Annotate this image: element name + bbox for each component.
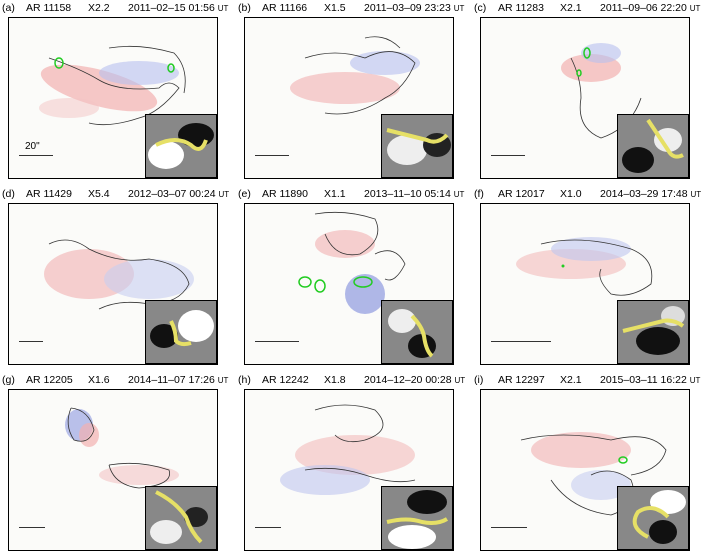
field-map xyxy=(480,17,690,179)
inset-magnetogram xyxy=(381,300,453,364)
panel-header: (f) AR 12017 X1.0 2014–03–29 17:48 UT xyxy=(472,186,701,202)
field-map xyxy=(480,389,690,551)
panel-header: (c) AR 11283 X2.1 2011–09–06 22:20 UT xyxy=(472,0,700,16)
active-region: AR 12297 xyxy=(498,374,545,386)
active-region: AR 11166 xyxy=(262,2,308,14)
flare-time: 2014–12–20 00:28 UT xyxy=(364,374,466,386)
flare-class: X1.6 xyxy=(88,374,110,386)
field-map xyxy=(480,203,690,365)
active-region: AR 11283 xyxy=(498,2,544,14)
flare-time: 2012–03–07 00:24 UT xyxy=(128,188,230,200)
scale-bar xyxy=(19,340,43,342)
panel-header: (d) AR 11429 X5.4 2012–03–07 00:24 UT xyxy=(0,186,229,202)
active-region: AR 11429 xyxy=(26,188,72,200)
panel-e: (e) AR 11890 X1.1 2013–11–10 05:14 UT xyxy=(236,186,464,366)
panel-i: (i) AR 12297 X2.1 2015–03–11 16:22 UT xyxy=(472,372,700,552)
flare-class: X2.1 xyxy=(560,2,582,14)
flare-time: 2011–03–09 23:23 UT xyxy=(364,2,465,14)
panel-header: (h) AR 12242 X1.8 2014–12–20 00:28 UT xyxy=(236,372,465,388)
panel-label: (g) xyxy=(2,374,15,386)
panel-label: (c) xyxy=(474,2,487,14)
field-map-image xyxy=(561,43,642,139)
flare-class: X1.5 xyxy=(324,2,346,14)
active-region: AR 11158 xyxy=(26,2,72,14)
scale-bar xyxy=(255,526,281,528)
scale-bar xyxy=(491,526,527,528)
flare-time: 2011–02–15 01:56 UT xyxy=(128,2,229,14)
panel-header: (i) AR 12297 X2.1 2015–03–11 16:22 UT xyxy=(472,372,700,388)
panel-label: (f) xyxy=(474,188,484,200)
flare-time: 2015–03–11 16:22 UT xyxy=(600,374,701,386)
scale-bar xyxy=(19,154,53,156)
inset-magnetogram xyxy=(617,300,689,364)
inset-magnetogram xyxy=(145,114,217,178)
panel-header: (b) AR 11166 X1.5 2011–03–09 23:23 UT xyxy=(236,0,464,16)
scale-bar xyxy=(255,340,299,342)
field-map xyxy=(244,17,454,179)
panel-h: (h) AR 12242 X1.8 2014–12–20 00:28 UT xyxy=(236,372,465,552)
flare-time: 2014–11–07 17:26 UT xyxy=(128,374,229,386)
panel-label: (i) xyxy=(474,374,484,386)
active-region: AR 12242 xyxy=(262,374,309,386)
field-map-image xyxy=(280,404,416,495)
field-map-image xyxy=(44,239,194,310)
field-map xyxy=(244,203,454,365)
field-map-image xyxy=(520,432,667,516)
scale-bar xyxy=(491,154,525,156)
panel-g: (g) AR 12205 X1.6 2014–11–07 17:26 UT xyxy=(0,372,228,552)
flare-time: 2014–03–29 17:48 UT xyxy=(600,188,702,200)
field-map-image xyxy=(290,36,420,115)
panel-header: (e) AR 11890 X1.1 2013–11–10 05:14 UT xyxy=(236,186,464,202)
inset-magnetogram xyxy=(617,114,689,178)
flare-class: X1.8 xyxy=(324,374,346,386)
panel-label: (h) xyxy=(238,374,251,386)
panel-label: (d) xyxy=(2,188,15,200)
field-map xyxy=(8,389,218,551)
scale-bar xyxy=(491,340,551,342)
scale-bar xyxy=(255,154,289,156)
field-map: 20" xyxy=(8,17,218,179)
field-map-image xyxy=(516,237,653,296)
panel-b: (b) AR 11166 X1.5 2011–03–09 23:23 UT xyxy=(236,0,464,180)
flare-time: 2011–09–06 22:20 UT xyxy=(600,2,701,14)
field-map-image xyxy=(65,407,179,489)
panel-header: (g) AR 12205 X1.6 2014–11–07 17:26 UT xyxy=(0,372,228,388)
field-map xyxy=(8,203,218,365)
panel-a: (a) AR 11158 X2.2 2011–02–15 01:56 UT 20… xyxy=(0,0,228,180)
panel-c: (c) AR 11283 X2.1 2011–09–06 22:20 UT xyxy=(472,0,700,180)
panel-label: (e) xyxy=(238,188,251,200)
scale-label: 20" xyxy=(25,141,40,152)
field-map-image xyxy=(298,211,406,314)
field-map-image xyxy=(39,45,186,126)
field-map xyxy=(244,389,454,551)
active-region: AR 12205 xyxy=(26,374,73,386)
active-region: AR 11890 xyxy=(262,188,308,200)
flare-class: X5.4 xyxy=(88,188,110,200)
inset-magnetogram xyxy=(381,486,453,550)
flare-class: X2.1 xyxy=(560,374,582,386)
flare-class: X1.0 xyxy=(560,188,582,200)
active-region: AR 12017 xyxy=(498,188,545,200)
panel-label: (b) xyxy=(238,2,251,14)
flare-time: 2013–11–10 05:14 UT xyxy=(364,188,465,200)
panel-label: (a) xyxy=(2,2,15,14)
panel-header: (a) AR 11158 X2.2 2011–02–15 01:56 UT xyxy=(0,0,228,16)
scale-bar xyxy=(19,526,45,528)
inset-magnetogram xyxy=(145,300,217,364)
inset-magnetogram xyxy=(145,486,217,550)
flare-class: X1.1 xyxy=(324,188,346,200)
panel-d: (d) AR 11429 X5.4 2012–03–07 00:24 UT xyxy=(0,186,229,366)
flare-class: X2.2 xyxy=(88,2,110,14)
inset-magnetogram xyxy=(617,486,689,550)
inset-magnetogram xyxy=(381,114,453,178)
panel-f: (f) AR 12017 X1.0 2014–03–29 17:48 UT xyxy=(472,186,701,366)
